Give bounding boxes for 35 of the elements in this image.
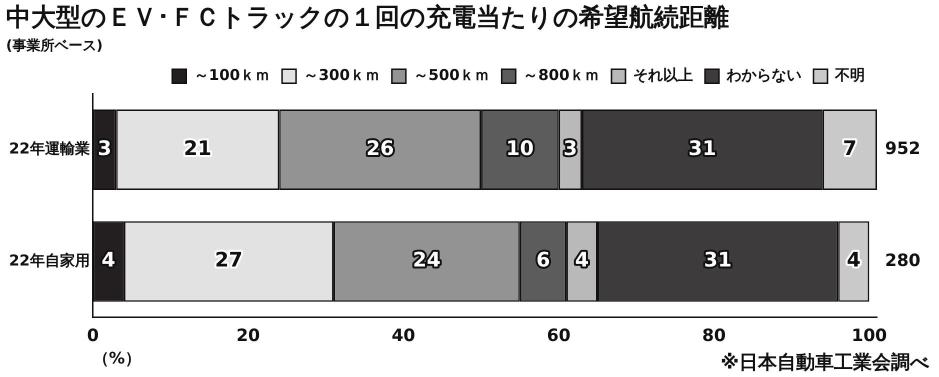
data-label: 31	[688, 136, 716, 160]
legend-label: 不明	[834, 66, 865, 84]
y-tick-label: 22年自家用	[9, 251, 90, 270]
data-label: 21	[184, 136, 212, 160]
x-tick-label: 20	[236, 326, 260, 346]
data-label: 4	[575, 248, 589, 272]
data-label: 26	[366, 136, 394, 160]
data-label: 6	[536, 248, 550, 272]
text: 952	[885, 139, 920, 160]
legend-label: ～100ｋｍ	[194, 66, 270, 84]
x-tick-label: 0	[86, 326, 99, 346]
legend-label: ～500ｋｍ	[413, 66, 490, 84]
data-label: 31	[704, 248, 732, 272]
data-label: 4	[846, 248, 861, 272]
data-label: 10	[506, 136, 534, 160]
legend-label: わからない	[726, 66, 802, 84]
data-label: 3	[563, 136, 578, 160]
x-tick-label: 40	[392, 326, 416, 346]
x-tick-label: 80	[702, 326, 726, 346]
chart-title: 中大型のＥＶ･ＦＣトラックの１回の充電当たりの希望航続距離	[6, 2, 729, 32]
data-label: 3	[98, 136, 112, 160]
y-tick-label: 22年運輸業	[9, 140, 90, 158]
text: ※日本自動車工業会調べ	[720, 351, 930, 374]
data-label: 4	[101, 248, 116, 272]
data-label: 7	[842, 136, 857, 160]
data-label: 24	[412, 248, 441, 272]
x-axis-title: （%）	[92, 348, 141, 368]
x-tick-label: 100	[851, 326, 888, 346]
chart-subtitle: (事業所ベース)	[6, 38, 103, 54]
text: 280	[885, 250, 921, 271]
data-label: 27	[214, 248, 243, 272]
legend-label: ～800ｋｍ	[523, 66, 600, 84]
legend-label: それ以上	[633, 66, 693, 84]
legend-label: ～300ｋｍ	[304, 66, 380, 84]
x-tick-label: 60	[546, 326, 571, 346]
